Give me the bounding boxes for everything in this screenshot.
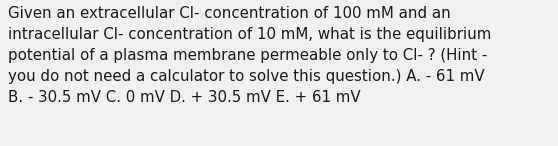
Text: Given an extracellular Cl- concentration of 100 mM and an
intracellular Cl- conc: Given an extracellular Cl- concentration… — [8, 6, 492, 105]
